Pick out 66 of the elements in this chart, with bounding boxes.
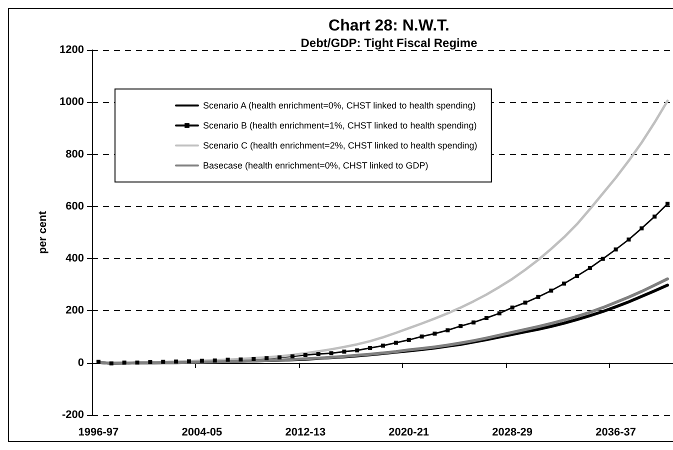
point — [226, 358, 230, 362]
y-axis-title: per cent — [37, 210, 50, 254]
point — [290, 354, 294, 358]
point — [420, 334, 424, 339]
chart-title: Chart 28: N.W.T. — [328, 18, 450, 34]
x-tick-label: 2020-21 — [388, 426, 430, 438]
point — [575, 274, 579, 278]
chart-subtitle: Debt/GDP: Tight Fiscal Regime — [300, 36, 478, 50]
point — [652, 214, 657, 219]
point — [626, 238, 631, 242]
point — [432, 332, 437, 336]
point — [600, 256, 605, 261]
x-tick-label: 2036-37 — [596, 426, 636, 438]
y-tick-label: 800 — [66, 148, 84, 160]
point — [238, 357, 243, 362]
point — [329, 351, 334, 356]
point — [666, 202, 670, 206]
point — [200, 358, 204, 363]
legend-label: Scenario C (health enrichment=2%, CHST linked to health spending) — [203, 140, 478, 150]
x-tick-label: 2028-29 — [492, 426, 533, 438]
point — [614, 247, 618, 252]
x-tick-label: 2004-05 — [182, 426, 222, 438]
point — [562, 282, 566, 286]
point — [640, 226, 644, 230]
y-tick-label: 200 — [66, 304, 84, 317]
x-tick-label: 2012-13 — [285, 426, 326, 438]
point — [536, 294, 540, 299]
legend-label: Basecase (health enrichment=0%, CHST linked to GDP) — [203, 160, 428, 170]
point — [588, 266, 592, 270]
point — [484, 316, 488, 320]
y-tick-label: 400 — [66, 252, 84, 265]
point — [342, 350, 346, 354]
y-tick-label: 600 — [66, 200, 84, 212]
point — [446, 328, 450, 332]
point — [96, 360, 100, 364]
point — [109, 361, 114, 366]
point — [303, 353, 308, 358]
point — [472, 320, 476, 324]
point — [264, 356, 269, 360]
point — [549, 288, 554, 293]
point — [381, 344, 385, 348]
point — [174, 360, 178, 364]
point — [497, 311, 502, 316]
y-tick-label: 1000 — [60, 96, 84, 108]
point — [458, 324, 463, 328]
point — [278, 355, 282, 360]
point — [510, 306, 514, 310]
y-tick-label: 0 — [78, 356, 84, 369]
x-tick-label: 1996-97 — [78, 426, 119, 438]
legend-label: Scenario A (health enrichment=0%, CHST linked to health spending) — [203, 100, 476, 110]
point — [252, 356, 256, 361]
y-tick-label: -200 — [62, 409, 84, 421]
point — [161, 360, 166, 364]
y-tick-label: 1200 — [60, 44, 84, 56]
point — [523, 300, 528, 305]
point — [406, 338, 411, 342]
point — [316, 352, 320, 356]
point — [135, 360, 140, 365]
legend-label: Scenario B (health enrichment=1%, CHST linked to health spending) — [203, 120, 477, 130]
point — [122, 360, 126, 365]
point — [368, 346, 372, 350]
point — [212, 358, 217, 363]
point — [394, 340, 398, 345]
point — [148, 360, 152, 364]
point — [355, 348, 360, 352]
point — [187, 359, 191, 364]
